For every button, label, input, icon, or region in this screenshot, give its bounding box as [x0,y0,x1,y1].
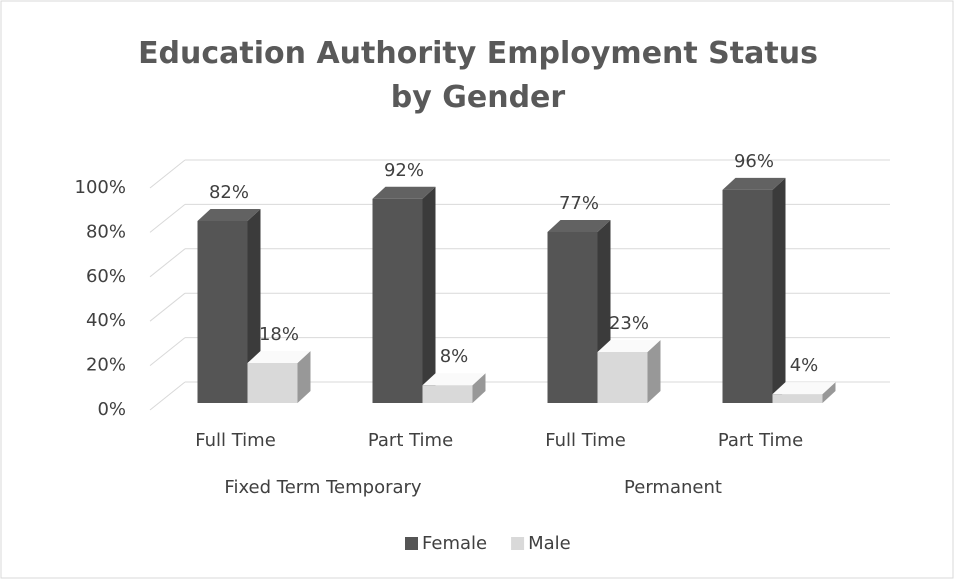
bar-face [772,394,823,403]
bar-face [372,198,423,403]
bar-face [822,382,836,403]
bar-face [422,186,436,403]
bar-face [772,382,836,395]
legend-swatch [405,537,418,550]
group-label: Permanent [624,477,722,498]
value-label: 82% [209,182,249,203]
bar [597,339,661,403]
grid-line [149,381,186,411]
bar [722,177,786,403]
y-tick-label: 40% [86,310,126,331]
y-tick-label: 100% [75,177,126,198]
bar-face [372,186,436,199]
value-label: 92% [384,160,424,181]
grid-line [149,204,186,233]
group-label: Fixed Term Temporary [224,477,422,498]
x-tick-label: Full Time [545,430,626,451]
grid-line [149,159,186,189]
bar-face [422,373,486,386]
value-label: 96% [734,151,774,172]
bar-face [722,177,786,190]
value-label: 23% [609,313,649,334]
bar-face [197,208,261,221]
bar-face [647,339,661,403]
bar [247,351,311,403]
bar-face [422,385,473,403]
x-tick-label: Full Time [195,430,276,451]
value-label: 4% [790,355,819,376]
bar-face [197,220,248,403]
value-label: 8% [440,346,469,367]
grid-line [149,248,186,278]
y-tick-label: 0% [97,399,126,420]
grid-line [149,337,186,366]
y-tick-label: 60% [86,266,126,287]
bar-face [297,351,311,403]
value-label: 18% [259,324,299,345]
grid-line [149,292,186,322]
bar-face [547,220,611,233]
bar-face [597,351,648,403]
y-tick-label: 20% [86,355,126,376]
bar [772,382,836,403]
bar-face [247,363,298,403]
value-label: 77% [559,193,599,214]
bar-face [247,351,311,364]
bar [372,186,436,403]
y-tick-label: 80% [86,221,126,242]
legend-label: Male [528,533,571,554]
chart-title: Education Authority Employment Status by… [138,36,818,115]
bar-face [472,373,486,403]
bar-face [772,177,786,403]
x-tick-label: Part Time [718,430,803,451]
bar-face [547,232,598,403]
legend-swatch [511,537,525,550]
x-tick-label: Part Time [368,430,453,451]
bar-face [597,339,661,352]
bar-face [722,189,773,403]
legend-label: Female [422,533,487,554]
bar [422,373,486,403]
